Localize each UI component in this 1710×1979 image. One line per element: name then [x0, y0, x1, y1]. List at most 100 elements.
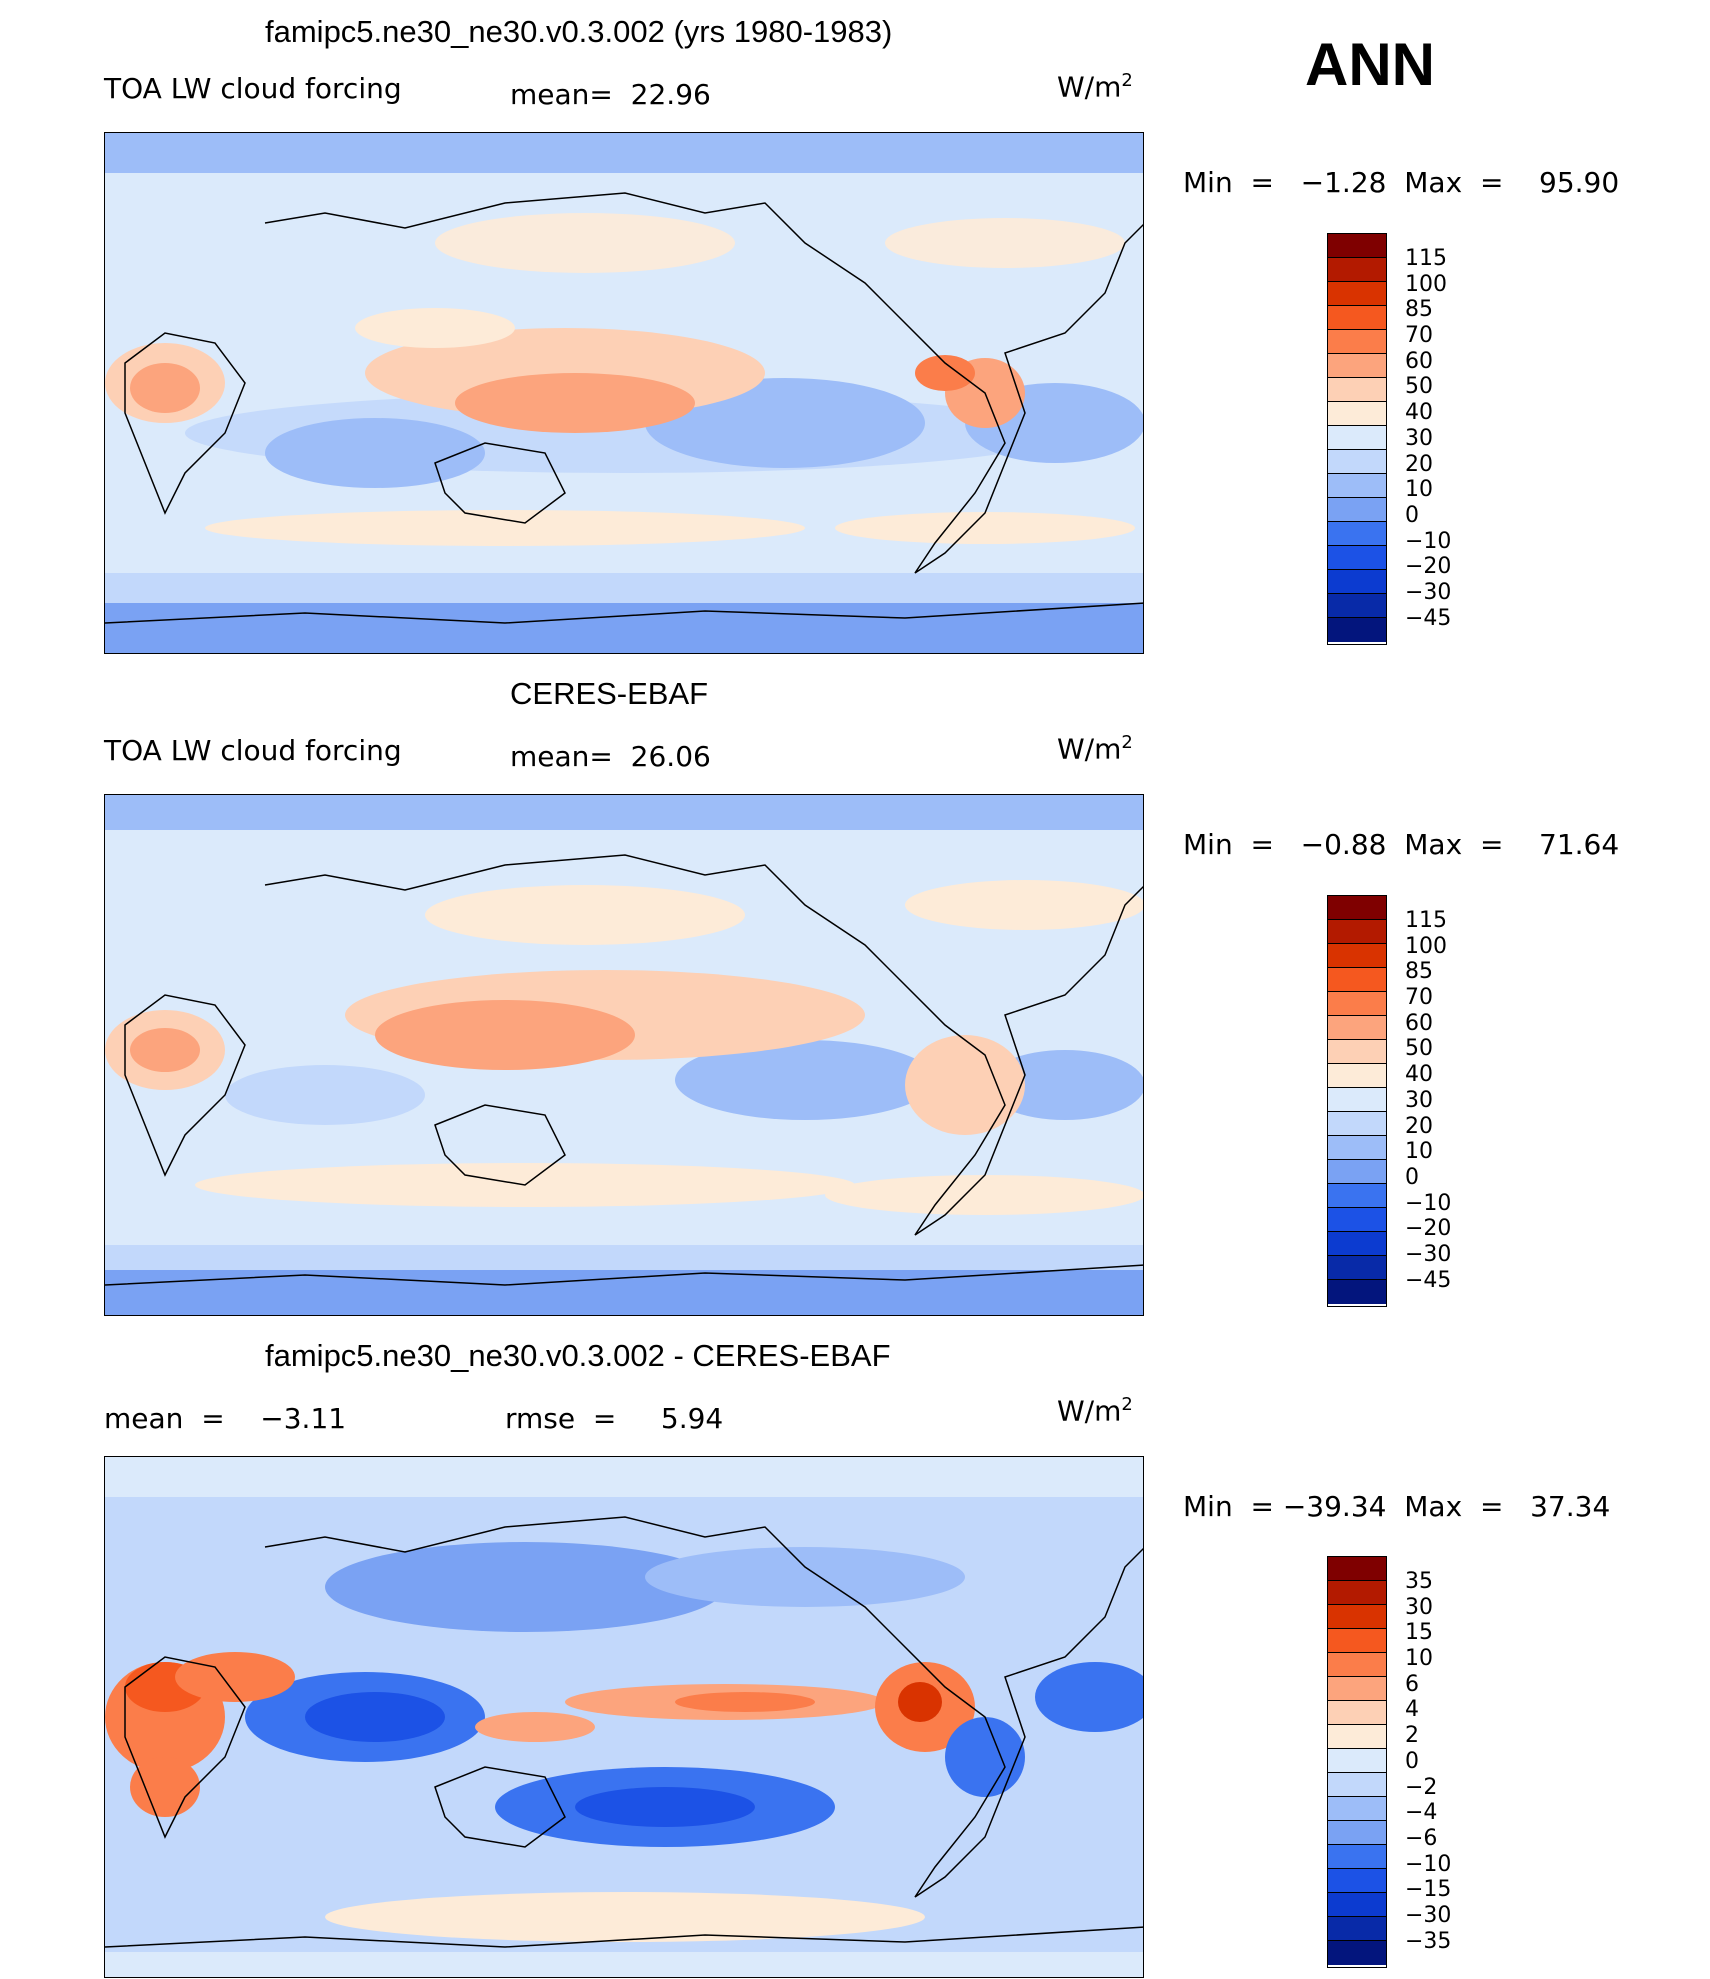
colorbar-swatch	[1328, 234, 1386, 258]
colorbar-swatch	[1328, 1016, 1386, 1040]
colorbar-swatch	[1328, 1605, 1386, 1629]
colorbar-swatch	[1328, 968, 1386, 992]
colorbar-swatch	[1328, 1845, 1386, 1869]
panel-1-variable-label: TOA LW cloud forcing	[104, 72, 402, 105]
colorbar-tick: 30	[1405, 1594, 1433, 1620]
colorbar-swatch	[1328, 896, 1386, 920]
colorbar-swatch	[1328, 1773, 1386, 1797]
colorbar-swatch	[1328, 402, 1386, 426]
colorbar-swatch	[1328, 1725, 1386, 1749]
colorbar-swatch	[1328, 1941, 1386, 1965]
colorbar-tick: −20	[1405, 1216, 1452, 1242]
colorbar-swatch	[1328, 474, 1386, 498]
colorbar-tick: 115	[1405, 908, 1447, 933]
colorbar-tick: 100	[1405, 271, 1447, 297]
colorbar-swatch	[1328, 570, 1386, 594]
panel-2-title: CERES-EBAF	[510, 676, 709, 711]
panel-3-mean-label: mean = −3.11	[104, 1402, 347, 1435]
colorbar-swatch	[1328, 1232, 1386, 1256]
colorbar-tick: −15	[1405, 1877, 1452, 1903]
colorbar-tick: −30	[1405, 1902, 1452, 1928]
colorbar-tick: 15	[1405, 1620, 1433, 1646]
panel-2-units: W/m2	[1057, 732, 1133, 766]
panel-3-rmse-label: rmse = 5.94	[505, 1402, 724, 1435]
colorbar-tick: 0	[1405, 1748, 1419, 1774]
colorbar-swatch	[1328, 992, 1386, 1016]
panel-3-map-field	[105, 1457, 1143, 1977]
colorbar-tick: 20	[1405, 451, 1433, 477]
colorbar-swatch	[1328, 1869, 1386, 1893]
colorbar-tick: 100	[1405, 933, 1447, 959]
panel-2-colorbar	[1327, 895, 1387, 1307]
panel-2-map	[104, 794, 1144, 1316]
colorbar-tick: −45	[1405, 1267, 1452, 1293]
colorbar-tick: −10	[1405, 1851, 1452, 1877]
colorbar-swatch	[1328, 306, 1386, 330]
panel-2-minmax: Min = −0.88 Max = 71.64	[1183, 828, 1620, 861]
colorbar-tick: 30	[1405, 425, 1433, 451]
colorbar-swatch	[1328, 1797, 1386, 1821]
colorbar-swatch	[1328, 258, 1386, 282]
colorbar-tick: 40	[1405, 1062, 1433, 1088]
panel-1-colorbar-ticks: 115 100 85 70 60 50 40 30 20 10 0 −10 −2…	[1405, 246, 1451, 631]
colorbar-tick: 85	[1405, 297, 1433, 323]
colorbar-tick: −6	[1405, 1825, 1438, 1851]
colorbar-swatch	[1328, 618, 1386, 642]
colorbar-tick: −4	[1405, 1800, 1438, 1826]
colorbar-tick: 0	[1405, 502, 1419, 528]
colorbar-swatch	[1328, 944, 1386, 968]
colorbar-swatch	[1328, 1701, 1386, 1725]
colorbar-swatch	[1328, 1893, 1386, 1917]
colorbar-swatch	[1328, 920, 1386, 944]
colorbar-swatch	[1328, 450, 1386, 474]
colorbar-tick: 30	[1405, 1087, 1433, 1113]
colorbar-swatch	[1328, 1917, 1386, 1941]
colorbar-tick: −20	[1405, 554, 1452, 580]
colorbar-swatch	[1328, 1256, 1386, 1280]
colorbar-swatch	[1328, 1064, 1386, 1088]
colorbar-tick: 70	[1405, 985, 1433, 1011]
colorbar-tick: 115	[1405, 246, 1447, 271]
panel-3-minmax: Min = −39.34 Max = 37.34	[1183, 1490, 1611, 1523]
colorbar-tick: 10	[1405, 1646, 1433, 1672]
colorbar-tick: −2	[1405, 1774, 1438, 1800]
panel-3-map	[104, 1456, 1144, 1978]
colorbar-swatch	[1328, 1629, 1386, 1653]
colorbar-swatch	[1328, 1821, 1386, 1845]
colorbar-swatch	[1328, 1088, 1386, 1112]
colorbar-swatch	[1328, 354, 1386, 378]
colorbar-tick: 35	[1405, 1569, 1433, 1594]
colorbar-swatch	[1328, 330, 1386, 354]
panel-1-units: W/m2	[1057, 70, 1133, 104]
panel-1-minmax: Min = −1.28 Max = 95.90	[1183, 166, 1620, 199]
colorbar-swatch	[1328, 1677, 1386, 1701]
colorbar-tick: 60	[1405, 1010, 1433, 1036]
colorbar-tick: −30	[1405, 1241, 1452, 1267]
panel-1-mean-label: mean= 22.96	[510, 78, 711, 111]
colorbar-tick: −35	[1405, 1928, 1452, 1954]
colorbar-swatch	[1328, 1581, 1386, 1605]
colorbar-tick: −45	[1405, 605, 1452, 631]
colorbar-tick: 70	[1405, 323, 1433, 349]
colorbar-swatch	[1328, 426, 1386, 450]
colorbar-swatch	[1328, 1040, 1386, 1064]
panel-3-colorbar-ticks: 35 30 15 10 6 4 2 0 −2 −4 −6 −10 −15 −30…	[1405, 1569, 1451, 1954]
colorbar-swatch	[1328, 1208, 1386, 1232]
panel-2-colorbar-ticks: 115 100 85 70 60 50 40 30 20 10 0 −10 −2…	[1405, 908, 1451, 1293]
colorbar-swatch	[1328, 546, 1386, 570]
colorbar-tick: 50	[1405, 1036, 1433, 1062]
colorbar-swatch	[1328, 1557, 1386, 1581]
colorbar-swatch	[1328, 282, 1386, 306]
colorbar-tick: −10	[1405, 1190, 1452, 1216]
panel-2-map-field	[105, 795, 1143, 1315]
panel-1-title: famipc5.ne30_ne30.v0.3.002 (yrs 1980-198…	[265, 14, 893, 49]
season-label: ANN	[1305, 31, 1435, 98]
colorbar-tick: −30	[1405, 579, 1452, 605]
colorbar-tick: 0	[1405, 1164, 1419, 1190]
colorbar-tick: 10	[1405, 477, 1433, 503]
colorbar-swatch	[1328, 1653, 1386, 1677]
colorbar-tick: −10	[1405, 528, 1452, 554]
panel-1-colorbar	[1327, 233, 1387, 645]
colorbar-tick: 2	[1405, 1723, 1419, 1749]
colorbar-tick: 40	[1405, 400, 1433, 426]
